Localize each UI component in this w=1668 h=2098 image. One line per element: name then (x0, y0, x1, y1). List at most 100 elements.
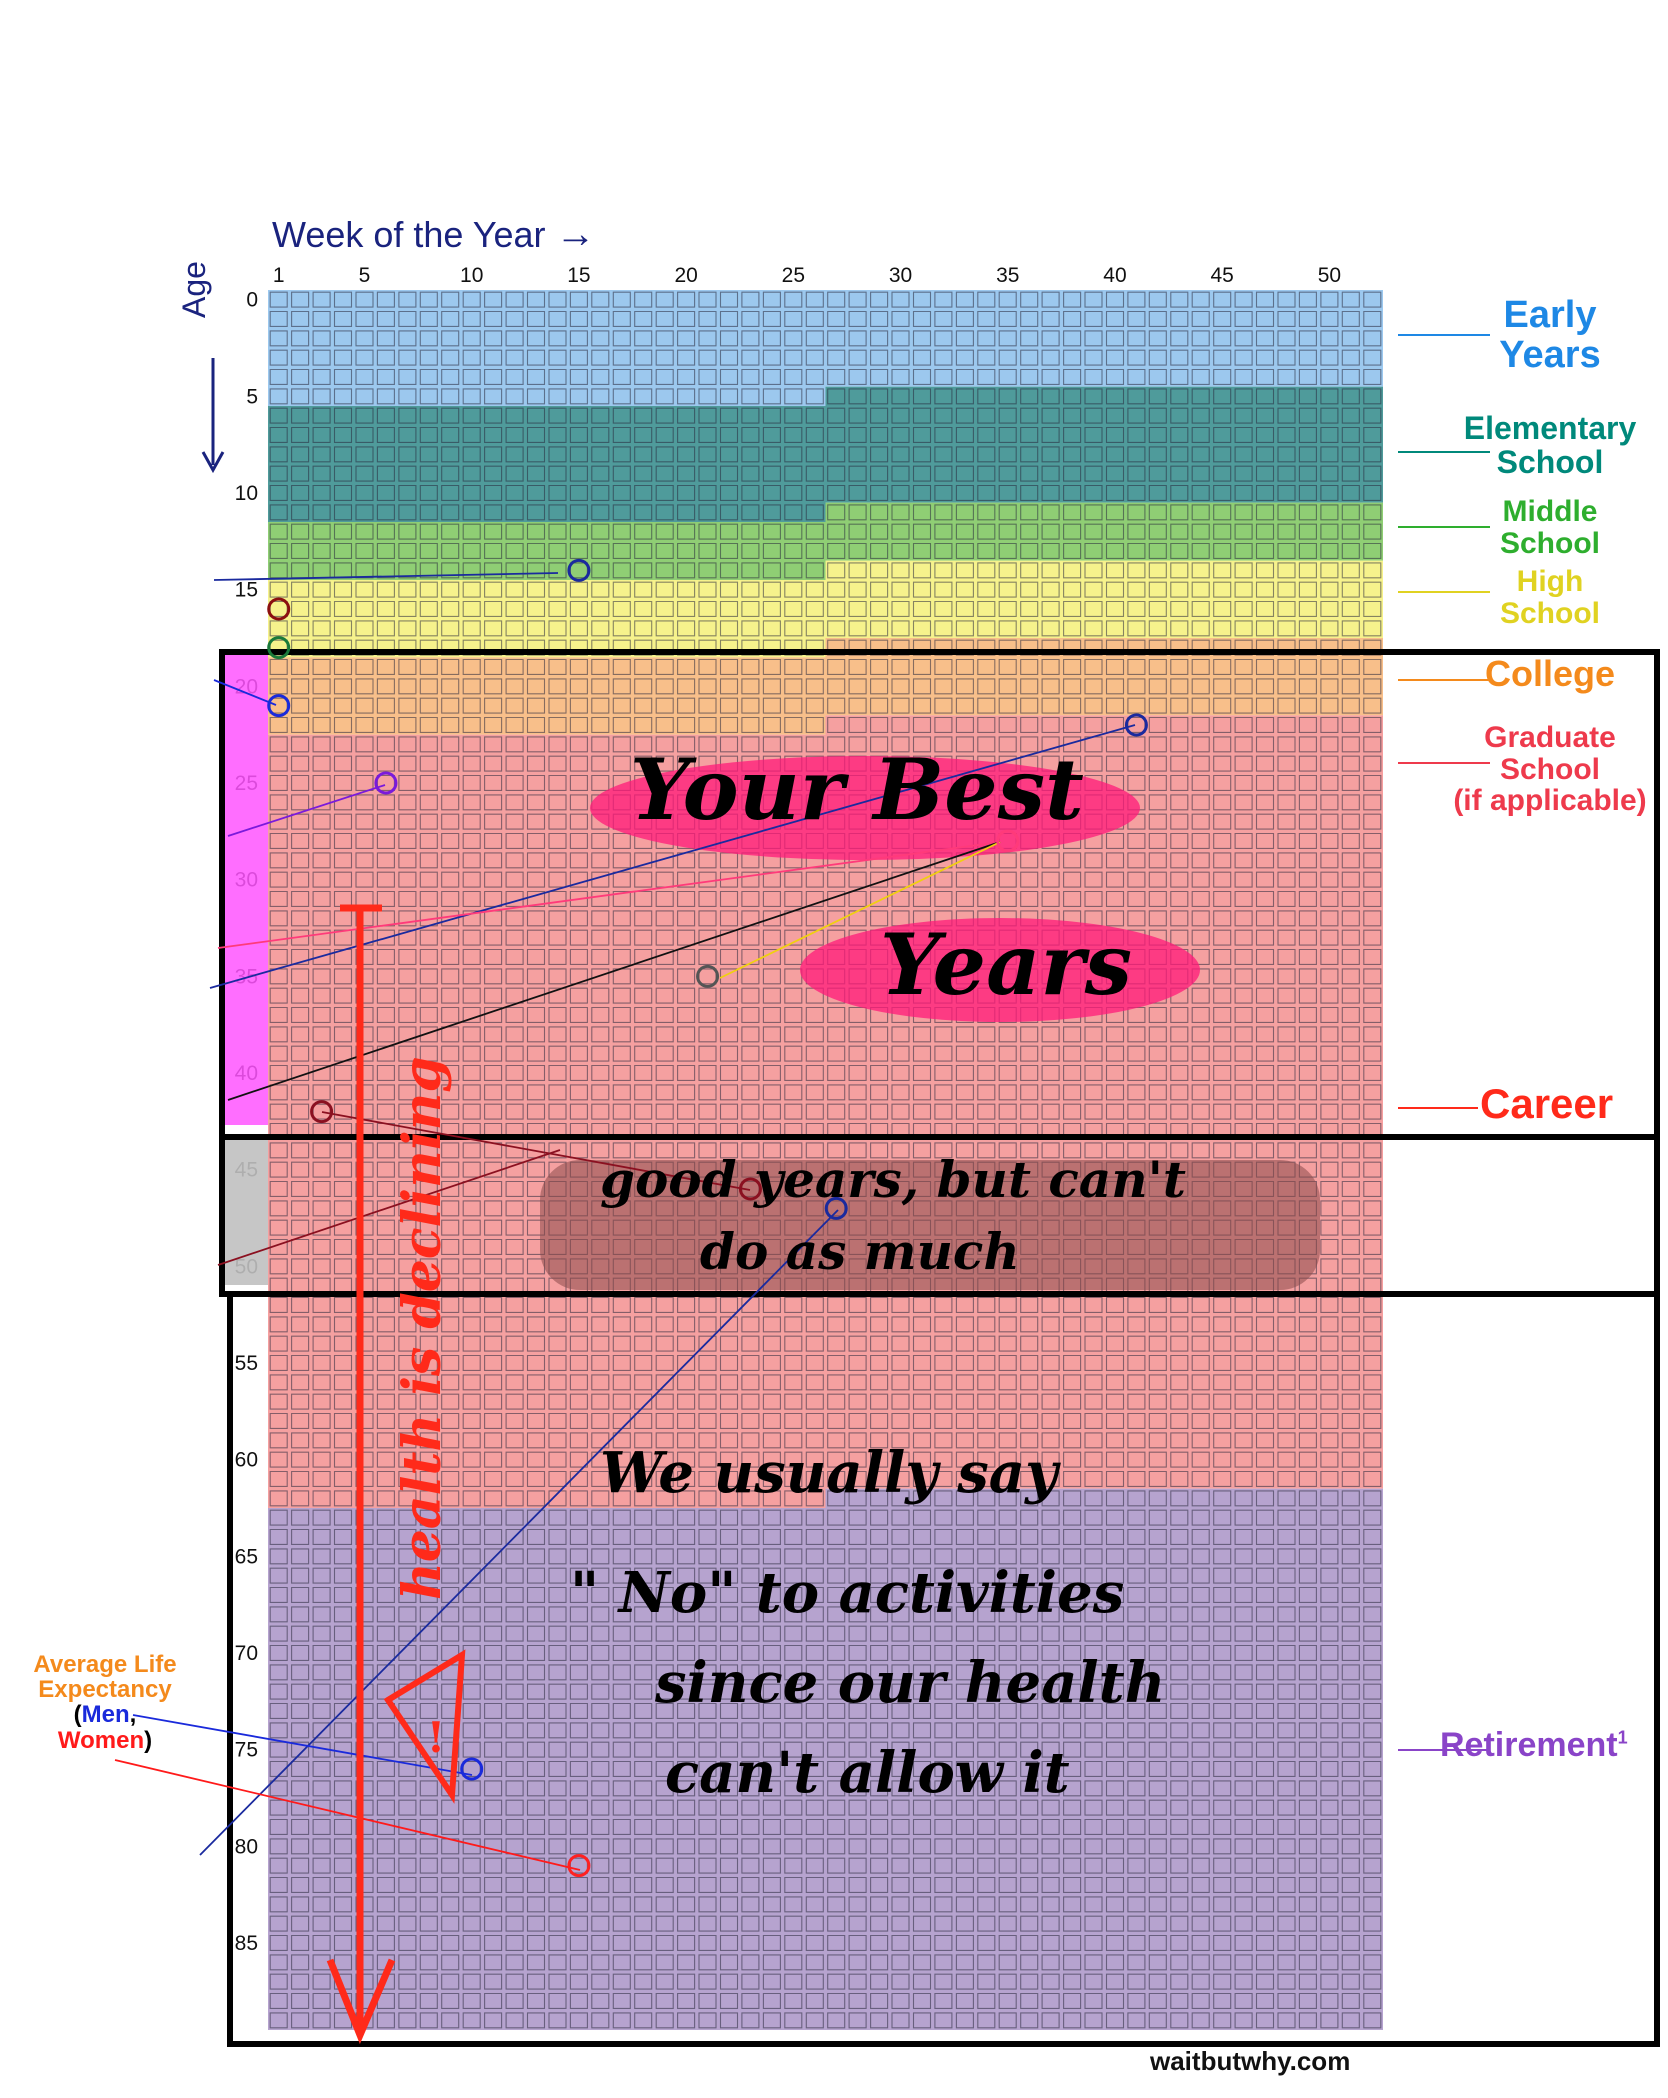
x-axis-title-text: Week of the Year (272, 214, 546, 255)
y-tick-0: 0 (246, 289, 258, 312)
week-row-13 (269, 542, 1382, 559)
week-row-9 (269, 465, 1382, 482)
week-row-69 (269, 1625, 1382, 1642)
week-row-73 (269, 1702, 1382, 1719)
week-row-52 (269, 1296, 1382, 1313)
week-row-7 (269, 426, 1382, 443)
source-credit: waitbutwhy.com (1150, 2046, 1351, 2076)
week-row-2 (269, 330, 1382, 347)
week-row-37 (269, 1006, 1382, 1023)
good-years-text-line-2: do as much (700, 1222, 1020, 1281)
y-tick-80: 80 (235, 1835, 258, 1858)
connector-line-8 (217, 1149, 561, 1266)
week-row-74 (269, 1722, 1382, 1739)
x-tick-35: 35 (996, 264, 1019, 287)
week-row-54 (269, 1335, 1382, 1352)
y-tick-70: 70 (235, 1642, 258, 1665)
connector-line-0 (213, 572, 559, 581)
week-row-70 (269, 1644, 1382, 1661)
connector-line-2 (227, 784, 386, 837)
connector-line-9 (199, 1209, 839, 1856)
life-expectancy-title-1: Average Life (33, 1651, 177, 1678)
marker-circle-8 (310, 1100, 334, 1124)
marker-circle-7 (696, 964, 720, 988)
close-paren: ) (144, 1726, 153, 1754)
comma: , (129, 1701, 137, 1729)
week-row-53 (269, 1316, 1382, 1333)
week-row-0 (269, 291, 1382, 308)
health-arrow-head (326, 1958, 396, 2045)
x-tick-20: 20 (674, 264, 697, 287)
week-row-1 (269, 310, 1382, 327)
week-row-83 (269, 1896, 1382, 1913)
good-years-side-highlight (222, 1140, 268, 1285)
phase-label-high-school: High School (1440, 566, 1660, 629)
connector-line-10 (132, 1714, 473, 1776)
warning-exclamation: ! (427, 1713, 445, 1762)
week-row-15 (269, 581, 1382, 598)
phase-band-right-2 (825, 502, 1383, 561)
week-row-60 (269, 1451, 1382, 1468)
week-row-3 (269, 349, 1382, 366)
week-row-67 (269, 1586, 1382, 1603)
week-row-55 (269, 1354, 1382, 1371)
warning-triangle-icon (383, 1649, 466, 1804)
week-row-23 (269, 736, 1382, 753)
x-tick-45: 45 (1211, 264, 1234, 287)
best-years-side-highlight (222, 655, 268, 1125)
phase-band-right-6 (825, 1488, 1383, 2030)
health-declining-text: health is declining (392, 1056, 453, 1600)
marker-circle-5 (1124, 713, 1148, 737)
marker-circle-1 (267, 597, 291, 621)
phase-label-line: Retirement1 (1440, 1726, 1628, 1764)
no-activities-text-line-1: We usually say (600, 1440, 1058, 1506)
x-tick-30: 30 (889, 264, 912, 287)
x-tick-40: 40 (1103, 264, 1126, 287)
week-row-85 (269, 1934, 1382, 1951)
week-row-6 (269, 407, 1382, 424)
phase-label-line: Middle (1502, 495, 1598, 528)
y-tick-60: 60 (235, 1449, 258, 1472)
x-tick-50: 50 (1318, 264, 1341, 287)
no-activities-text-line-2: " No" to activities (570, 1560, 1125, 1626)
right-arrow-icon: → (555, 212, 596, 256)
y-tick-65: 65 (235, 1545, 258, 1568)
phase-label-line: Graduate (1484, 721, 1616, 754)
week-row-10 (269, 484, 1382, 501)
week-row-79 (269, 1818, 1382, 1835)
phase-band-right-1 (825, 386, 1383, 503)
week-row-11 (269, 504, 1382, 521)
week-row-19 (269, 658, 1382, 675)
no-activities-text-line-4: can't allow it (665, 1740, 1070, 1806)
week-row-87 (269, 1973, 1382, 1990)
week-row-12 (269, 523, 1382, 540)
week-row-42 (269, 1103, 1382, 1120)
connector-line-6 (719, 841, 1001, 979)
life-expectancy-women-line: Women) (10, 1726, 200, 1754)
phase-label-college: College (1440, 655, 1660, 693)
phase-label-line: School (1496, 443, 1604, 480)
week-row-68 (269, 1606, 1382, 1623)
week-row-86 (269, 1954, 1382, 1971)
week-row-30 (269, 871, 1382, 888)
phase-label-line: School (1499, 596, 1600, 630)
men-label: Men (81, 1701, 130, 1729)
week-row-65 (269, 1548, 1382, 1565)
week-row-61 (269, 1470, 1382, 1487)
phase-band-left-4 (268, 657, 826, 735)
x-tick-10: 10 (460, 264, 483, 287)
marker-circle-3 (267, 694, 291, 718)
week-row-66 (269, 1567, 1382, 1584)
week-row-58 (269, 1412, 1382, 1429)
week-row-44 (269, 1142, 1382, 1159)
week-row-64 (269, 1528, 1382, 1545)
marker-circle-12 (567, 1854, 591, 1878)
phase-band-left-3 (268, 580, 826, 658)
week-row-63 (269, 1509, 1382, 1526)
week-row-89 (269, 2012, 1382, 2029)
y-axis-title: Age (176, 261, 213, 318)
week-row-71 (269, 1664, 1382, 1681)
x-axis-title: Week of the Year → (272, 212, 596, 257)
